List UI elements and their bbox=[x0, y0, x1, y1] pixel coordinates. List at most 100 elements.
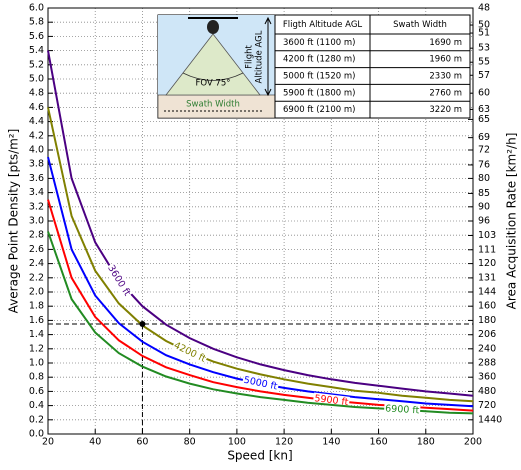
table-cell: 4200 ft (1280 m) bbox=[283, 55, 355, 65]
x-tick-label: 20 bbox=[42, 437, 54, 448]
altitude-label: Flight Altitude AGL bbox=[245, 30, 265, 83]
y2-tick-label: 50 bbox=[478, 20, 490, 31]
series-line bbox=[47, 107, 474, 403]
y2-tick-label: 160 bbox=[478, 301, 496, 312]
marker-point bbox=[139, 320, 146, 327]
x-tick-label: 100 bbox=[228, 437, 246, 448]
y2-tick-label: 80 bbox=[478, 173, 490, 184]
series-label: 6900 ft bbox=[385, 403, 420, 416]
y-tick-label: 5.2 bbox=[29, 59, 44, 70]
label-gap bbox=[383, 402, 421, 417]
x-tick-label: 60 bbox=[136, 437, 148, 448]
y-tick-label: 4.4 bbox=[29, 116, 44, 127]
y-tick-label: 1.8 bbox=[29, 301, 44, 312]
y-tick-label: 3.6 bbox=[29, 173, 44, 184]
fov-arc bbox=[182, 72, 244, 81]
y2-tick-label: 120 bbox=[478, 258, 496, 269]
y-tick-label: 3.8 bbox=[29, 159, 44, 170]
y-tick-label: 5.8 bbox=[29, 17, 44, 28]
x-tick-label: 180 bbox=[417, 437, 435, 448]
y2-tick-label: 85 bbox=[478, 188, 490, 199]
y2-tick-label: 480 bbox=[478, 386, 496, 397]
y-tick-label: 4.2 bbox=[29, 130, 44, 141]
x-tick-label: 140 bbox=[322, 437, 340, 448]
y-tick-label: 0.2 bbox=[29, 414, 44, 425]
y2-tick-label: 288 bbox=[478, 358, 496, 369]
y2-tick-label: 72 bbox=[478, 145, 490, 156]
y2-tick-label: 60 bbox=[478, 88, 490, 99]
y-tick-label: 3.4 bbox=[29, 187, 44, 198]
y2-tick-label: 720 bbox=[478, 400, 496, 411]
table-cell: 1690 m bbox=[429, 38, 462, 48]
y-tick-label: 5.4 bbox=[29, 45, 44, 56]
table-cell: 1960 m bbox=[429, 55, 462, 65]
x-tick-label: 200 bbox=[464, 437, 482, 448]
table-cell: 3600 ft (1100 m) bbox=[283, 38, 355, 48]
y2-tick-label: 360 bbox=[478, 372, 496, 383]
table-header: Fligth Altitude AGL bbox=[283, 20, 363, 30]
series-label-group: 3600 ft bbox=[104, 262, 134, 300]
y2-tick-label: 96 bbox=[478, 216, 490, 227]
y-tick-label: 4.0 bbox=[29, 145, 44, 156]
x-tick-label: 160 bbox=[369, 437, 387, 448]
table-cell: 5900 ft (1800 m) bbox=[283, 88, 355, 98]
y-tick-label: 1.4 bbox=[29, 329, 44, 340]
y2-tick-label: 180 bbox=[478, 315, 496, 326]
table-cell: 6900 ft (2100 m) bbox=[283, 105, 355, 115]
y2-tick-label: 131 bbox=[478, 272, 496, 283]
altitude-line: Flight bbox=[245, 44, 255, 68]
table-cell: 2760 m bbox=[429, 88, 462, 98]
y-tick-label: 0.4 bbox=[29, 400, 44, 411]
y2-tick-label: 1440 bbox=[478, 414, 502, 425]
y2-axis-label: Area Acquisition Rate [km²/h] bbox=[505, 133, 519, 310]
label-gap bbox=[241, 374, 280, 394]
y-tick-label: 5.0 bbox=[29, 74, 44, 85]
y-tick-label: 1.6 bbox=[29, 315, 44, 326]
y-tick-label: 2.6 bbox=[29, 244, 44, 255]
y2-tick-label: 69 bbox=[478, 132, 490, 143]
y-tick-label: 4.8 bbox=[29, 88, 44, 99]
y-tick-label: 2.0 bbox=[29, 287, 44, 298]
y-tick-label: 4.6 bbox=[29, 102, 44, 113]
series-line bbox=[47, 156, 474, 408]
table-cell: 5000 ft (1520 m) bbox=[283, 72, 355, 82]
y2-tick-label: 48 bbox=[478, 3, 490, 14]
x-axis-label: Speed [kn] bbox=[227, 449, 292, 463]
fov-cone bbox=[165, 33, 261, 96]
y-tick-label: 5.6 bbox=[29, 31, 44, 42]
x-tick-label: 40 bbox=[89, 437, 101, 448]
y2-tick-label: 57 bbox=[478, 70, 490, 81]
altitude-line: Altitude AGL bbox=[255, 30, 265, 83]
y-tick-label: 0.0 bbox=[29, 429, 44, 440]
y-tick-label: 0.8 bbox=[29, 372, 44, 383]
series-label-group: 6900 ft bbox=[383, 402, 421, 417]
y-axis-label: Average Point Density [pts/m²] bbox=[7, 129, 21, 314]
y2-tick-label: 76 bbox=[478, 159, 490, 170]
y-tick-label: 3.2 bbox=[29, 201, 44, 212]
y-tick-label: 1.2 bbox=[29, 343, 44, 354]
y2-tick-label: 206 bbox=[478, 329, 496, 340]
y2-tick-label: 65 bbox=[478, 114, 490, 125]
series-label: 3600 ft bbox=[105, 263, 132, 298]
label-gap bbox=[104, 262, 134, 300]
helicopter bbox=[207, 20, 219, 34]
x-tick-label: 80 bbox=[184, 437, 196, 448]
y2-tick-label: 63 bbox=[478, 104, 490, 115]
x-tick-label: 120 bbox=[275, 437, 293, 448]
y2-tick-label: 240 bbox=[478, 343, 496, 354]
y-tick-label: 2.4 bbox=[29, 258, 44, 269]
y2-tick-label: 111 bbox=[478, 244, 496, 255]
y-tick-label: 0.6 bbox=[29, 386, 44, 397]
y-tick-label: 6.0 bbox=[29, 3, 44, 14]
table-cell: 2330 m bbox=[429, 72, 462, 82]
y2-tick-label: 144 bbox=[478, 287, 496, 298]
swath-label: Swath Width bbox=[186, 100, 240, 110]
y2-tick-label: 90 bbox=[478, 201, 490, 212]
plot-frame bbox=[47, 7, 474, 435]
y-tick-label: 1.0 bbox=[29, 358, 44, 369]
table-cell: 3220 m bbox=[429, 105, 462, 115]
y2-tick-label: 103 bbox=[478, 230, 496, 241]
y-tick-label: 2.8 bbox=[29, 230, 44, 241]
table-header: Swath Width bbox=[393, 20, 447, 30]
label-gap bbox=[170, 339, 209, 366]
